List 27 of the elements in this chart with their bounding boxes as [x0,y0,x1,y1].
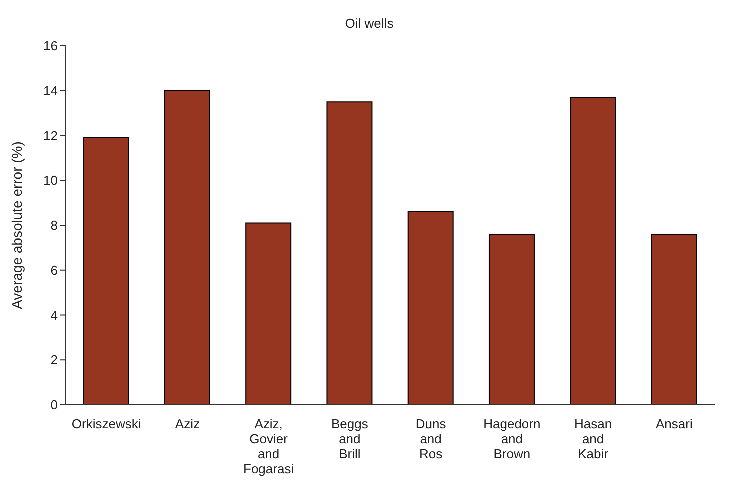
x-tick-label: Duns and Ros [416,416,447,462]
bar [570,97,616,405]
x-tick-label: Aziz [175,416,200,432]
x-tick-label: Aziz, Govier and Fogarasi [244,416,294,477]
bar [408,212,454,405]
y-tick-label: 10 [44,173,58,188]
y-tick-label: 2 [50,352,58,368]
x-tick-label: Hasan and Kabir [574,416,612,462]
bar [651,234,698,405]
y-tick-label: 16 [44,38,58,54]
x-tick-label: Beggs and Brill [332,416,369,462]
y-tick-label: 0 [50,398,58,413]
bar [246,222,292,405]
chart-title: Oil wells [344,16,395,31]
bar [326,102,373,405]
bar [164,90,210,405]
y-axis-title: Average absolute error (%) [8,142,25,310]
bar [488,234,535,405]
y-tick-label: 12 [44,128,58,144]
bar [83,137,130,405]
x-tick-label: Hagedorn and Brown [484,416,541,462]
y-tick-label: 14 [44,83,58,98]
x-tick-label: Orkiszewski [72,416,142,432]
y-tick-label: 6 [50,262,58,278]
y-tick-label: 4 [50,308,58,323]
y-tick-label: 8 [50,218,58,234]
x-tick-label: Ansari [656,416,693,432]
